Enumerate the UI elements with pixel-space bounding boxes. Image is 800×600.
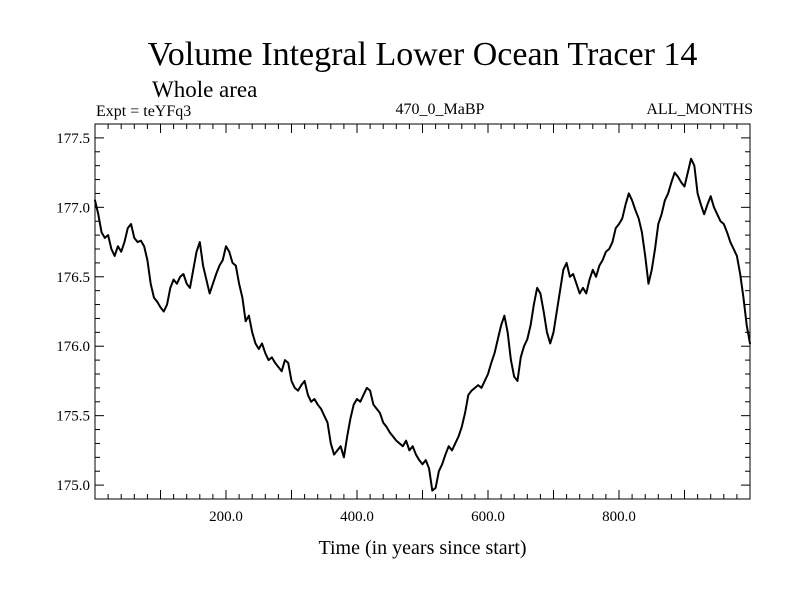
y-tick-label: 175.5	[56, 409, 90, 425]
chart-subtitle: Whole area	[152, 77, 258, 102]
chart-title: Volume Integral Lower Ocean Tracer 14	[147, 36, 698, 73]
y-tick-label: 176.0	[56, 339, 90, 355]
y-tick-label: 175.0	[56, 478, 90, 494]
y-tick-label: 177.0	[56, 200, 90, 216]
y-tick-label: 176.5	[56, 270, 90, 286]
plot-frame	[94, 123, 751, 500]
ticks-layer	[95, 123, 750, 500]
series-line	[94, 157, 751, 492]
x-tick-label: 800.0	[602, 509, 636, 525]
x-tick-label: 400.0	[340, 509, 374, 525]
period-label: 470_0_MaBP	[395, 101, 485, 118]
x-tick-label: 600.0	[471, 509, 505, 525]
y-tick-label: 177.5	[56, 131, 90, 147]
x-tick-label: 200.0	[209, 509, 243, 525]
experiment-label: Expt = teYFq3	[96, 103, 192, 120]
tick-labels-layer: 200.0 400.0 600.0 800.0 175.0 175.5 176.0 176.5…	[56, 131, 636, 525]
x-axis-label: Time (in years since start)	[318, 537, 527, 559]
months-label: ALL_MONTHS	[646, 101, 753, 118]
